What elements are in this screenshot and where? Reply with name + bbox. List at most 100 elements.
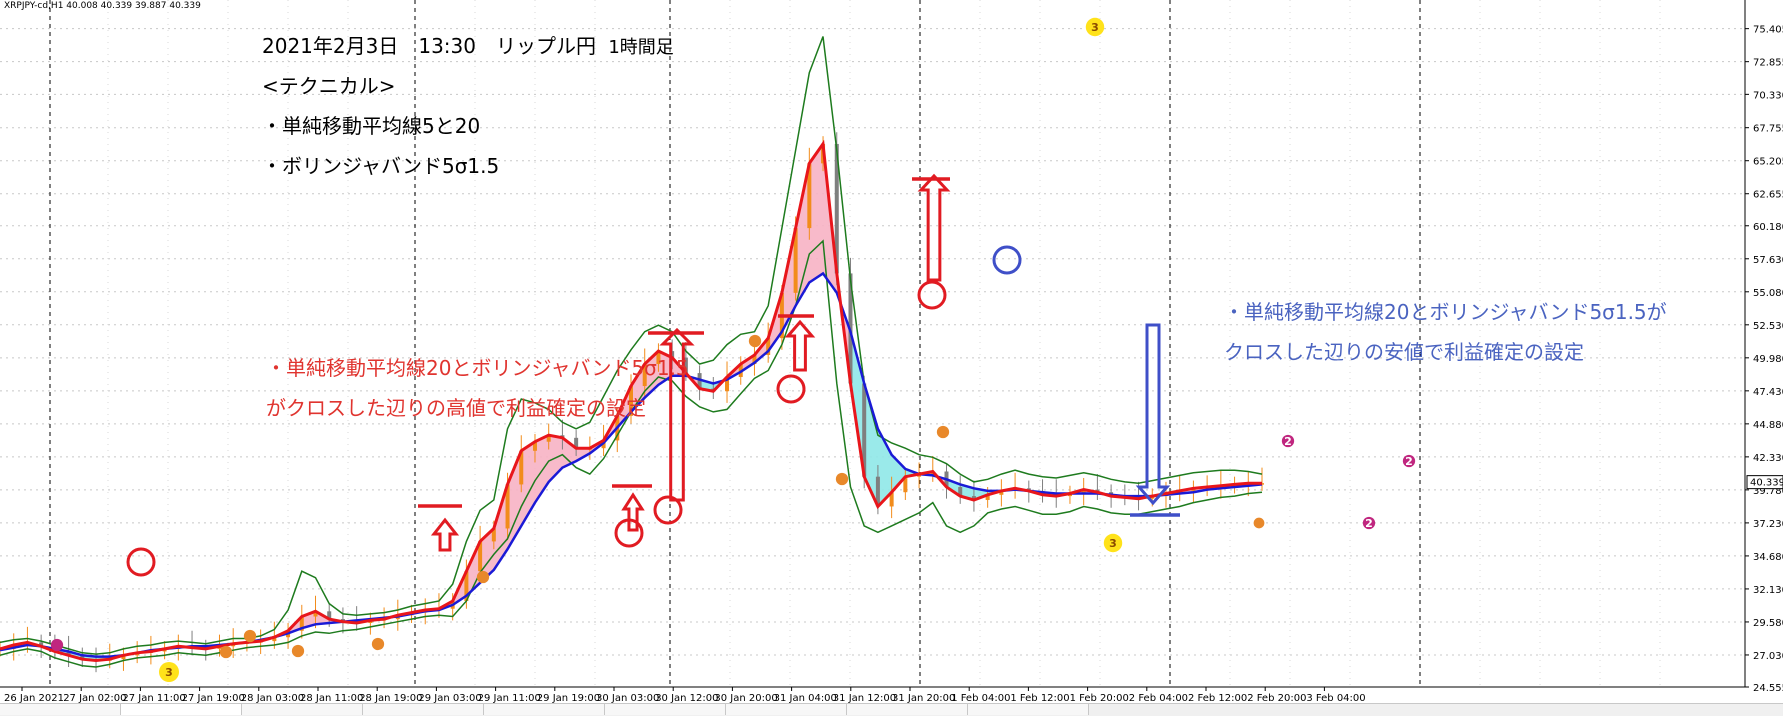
chart-tab[interactable] xyxy=(847,704,968,715)
candle-body xyxy=(807,163,812,229)
chart-tab[interactable] xyxy=(0,704,121,715)
chart-tab[interactable] xyxy=(605,704,726,715)
x-tick-label: 28 Jan 11:00 xyxy=(300,693,363,703)
x-tick-label: 28 Jan 19:00 xyxy=(359,693,422,703)
chart-tab-active[interactable] xyxy=(121,704,242,715)
y-tick-label: 75.405 xyxy=(1753,25,1783,36)
candle-body xyxy=(1081,489,1086,494)
candle-body xyxy=(889,492,894,507)
candle-body xyxy=(532,441,537,451)
candle-body xyxy=(958,487,963,497)
chart-tab[interactable] xyxy=(726,704,847,715)
zone-marker xyxy=(1085,17,1105,37)
candle-body xyxy=(519,450,524,485)
y-tick-label: 49.980 xyxy=(1753,354,1783,365)
x-tick-label: 30 Jan 03:00 xyxy=(596,693,659,703)
zone-marker xyxy=(159,662,179,682)
y-tick-label: 24.555 xyxy=(1753,683,1783,694)
zone-marker-label: 2 xyxy=(1365,517,1373,530)
candle-body xyxy=(656,351,661,365)
zone-marker-label: 3 xyxy=(1109,537,1117,550)
candle-body xyxy=(862,383,867,477)
y-tick-label: 55.080 xyxy=(1753,288,1783,299)
candle-body xyxy=(299,616,304,631)
y-tick-label: 60.180 xyxy=(1753,222,1783,233)
candle-body xyxy=(903,476,908,493)
chart-tab[interactable] xyxy=(242,704,363,715)
x-tick-label: 2 Feb 04:00 xyxy=(1129,693,1188,703)
candle-body xyxy=(327,611,332,620)
chart-grid xyxy=(0,0,1745,688)
x-tick-label: 29 Jan 11:00 xyxy=(478,693,541,703)
take-profit-arrow xyxy=(430,517,460,552)
y-tick-label: 52.530 xyxy=(1753,321,1783,332)
y-tick-label: 70.330 xyxy=(1753,90,1783,101)
candle-body xyxy=(478,541,483,572)
zone-marker xyxy=(476,570,490,584)
entry-circle xyxy=(917,280,947,310)
x-tick-label: 27 Jan 11:00 xyxy=(122,693,185,703)
chart-tab[interactable] xyxy=(484,704,605,715)
candle-body xyxy=(546,435,551,442)
zone-marker xyxy=(1281,434,1295,448)
x-tick-label: 28 Jan 03:00 xyxy=(241,693,304,703)
candle-body xyxy=(999,490,1004,495)
x-tick-label: 31 Jan 12:00 xyxy=(833,693,896,703)
candle-body xyxy=(642,364,647,387)
blue-note-line-1: ・単純移動平均線20とボリンジャバンド5σ1.5が xyxy=(1224,300,1667,324)
y-tick-label: 37.230 xyxy=(1753,519,1783,530)
x-tick-label: 2 Feb 20:00 xyxy=(1247,693,1306,703)
candle-body xyxy=(464,571,469,601)
candle-body xyxy=(491,528,496,542)
zone-marker xyxy=(219,645,233,659)
y-tick-label: 65.205 xyxy=(1753,157,1783,168)
y-tick-label: 27.030 xyxy=(1753,651,1783,662)
zone-marker xyxy=(1253,517,1265,529)
zone-marker xyxy=(936,425,950,439)
blue-note-line-2: クロスした辺りの安値で利益確定の設定 xyxy=(1224,340,1584,364)
exit-circle xyxy=(992,245,1022,275)
sma20-line xyxy=(0,271,1263,658)
zone-marker xyxy=(748,334,762,348)
chart-tabs-strip xyxy=(0,703,1783,716)
y-tick-label: 62.655 xyxy=(1753,190,1783,201)
y-tick-label: 47.430 xyxy=(1753,387,1783,398)
y-tick-label: 67.755 xyxy=(1753,124,1783,135)
candle-body xyxy=(793,228,798,293)
candle-body xyxy=(39,642,44,647)
technical-item-bollinger: ・ボリンジャバンド5σ1.5 xyxy=(262,154,500,178)
bollinger-upper-line xyxy=(0,36,1263,655)
zone-marker xyxy=(1103,533,1123,553)
candle-body xyxy=(985,494,990,500)
candle-body xyxy=(574,437,579,449)
zone-marker xyxy=(1402,454,1416,468)
y-tick-label: 29.580 xyxy=(1753,618,1783,629)
annotation-drawings: 3 3 3 2 2 2 xyxy=(50,17,1416,682)
y-tick-label: 57.630 xyxy=(1753,255,1783,266)
zone-marker xyxy=(835,472,849,486)
take-profit-arrow xyxy=(659,327,695,502)
candle-body xyxy=(834,143,839,274)
candle-body xyxy=(66,651,71,656)
technical-item-sma: ・単純移動平均線5と20 xyxy=(262,114,481,138)
y-tick-label: 44.880 xyxy=(1753,420,1783,431)
zone-marker xyxy=(50,638,64,652)
entry-circle xyxy=(653,495,683,525)
chart-tab[interactable] xyxy=(363,704,484,715)
current-price-box xyxy=(1746,475,1783,490)
candle-body xyxy=(121,655,126,660)
x-tick-label: 30 Jan 12:00 xyxy=(655,693,718,703)
x-tick-label: 2 Feb 12:00 xyxy=(1188,693,1247,703)
red-note-line-2: がクロスした辺りの高値で利益確定の設定 xyxy=(266,396,646,420)
date-time-label: 2021年2月3日 13:30 リップル円 xyxy=(262,34,596,58)
candle-body xyxy=(272,637,277,642)
entry-circle xyxy=(126,547,156,577)
chart-tab[interactable] xyxy=(968,704,1089,715)
x-tick-label: 31 Jan 04:00 xyxy=(774,693,837,703)
x-tick-label: 29 Jan 19:00 xyxy=(537,693,600,703)
y-tick-label: 42.330 xyxy=(1753,453,1783,464)
candle-body xyxy=(971,496,976,500)
timeframe-label: 1時間足 xyxy=(608,37,674,58)
price-axis: 75.405 72.855 70.330 67.755 65.205 62.655 60.1… xyxy=(1744,0,1783,694)
